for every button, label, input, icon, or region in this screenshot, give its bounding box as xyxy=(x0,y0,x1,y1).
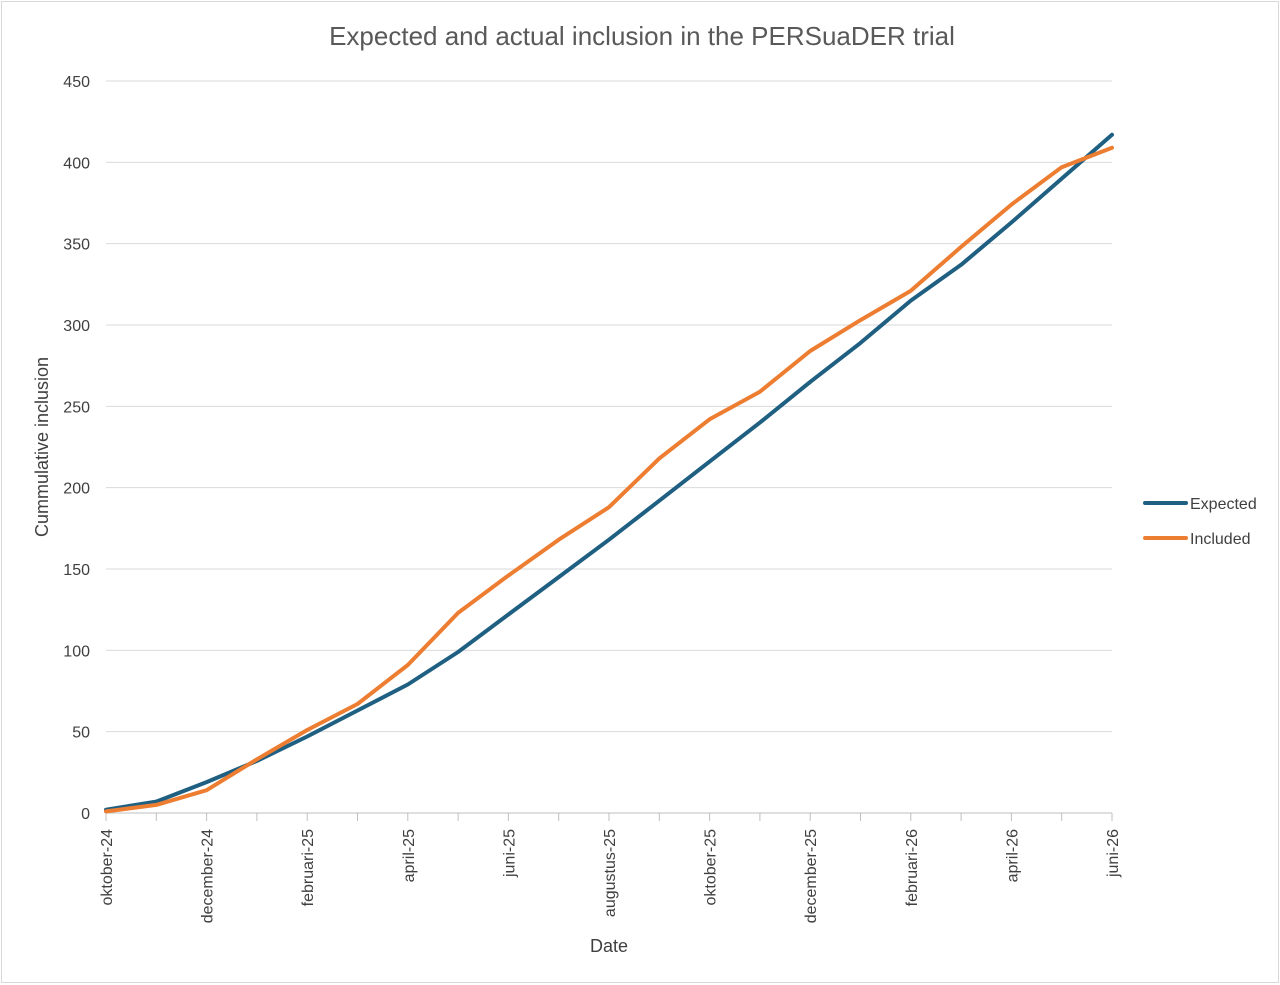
x-tick-label: december-24 xyxy=(200,829,217,923)
x-tick-label: februari-26 xyxy=(904,829,921,906)
y-tick-label: 100 xyxy=(63,643,90,660)
y-axis-ticks: 0 50 100 150 200 250 300 350 400 450 xyxy=(63,74,90,823)
y-tick-label: 150 xyxy=(63,562,90,579)
legend-label-expected: Expected xyxy=(1190,496,1257,513)
y-tick-label: 300 xyxy=(63,318,90,335)
y-tick-label: 200 xyxy=(63,481,90,498)
y-tick-label: 0 xyxy=(81,806,90,823)
y-tick-label: 450 xyxy=(63,74,90,91)
x-tick-label: oktober-24 xyxy=(99,829,116,906)
x-axis-title: Date xyxy=(590,936,628,956)
x-tick-label: juni-25 xyxy=(501,829,518,878)
y-tick-label: 350 xyxy=(63,237,90,254)
legend: Expected Included xyxy=(1145,496,1257,548)
series-lines xyxy=(106,135,1112,812)
x-tick-label: februari-25 xyxy=(300,829,317,906)
y-tick-label: 50 xyxy=(72,725,90,742)
x-tick-label: oktober-25 xyxy=(703,829,720,906)
x-tick-label: juni-26 xyxy=(1105,829,1122,878)
series-line-included xyxy=(106,148,1112,812)
y-tick-label: 250 xyxy=(63,399,90,416)
x-tick-label: december-25 xyxy=(803,829,820,923)
legend-label-included: Included xyxy=(1190,531,1251,548)
gridlines xyxy=(106,81,1112,732)
chart-title: Expected and actual inclusion in the PER… xyxy=(329,21,955,51)
x-tick-label: april-26 xyxy=(1004,829,1021,882)
x-tick-label: april-25 xyxy=(401,829,418,882)
x-axis-ticks: oktober-24 december-24 februari-25 april-25… xyxy=(99,813,1122,923)
y-tick-label: 400 xyxy=(63,155,90,172)
y-axis-title: Cummulative inclusion xyxy=(32,357,52,537)
x-tick-label: augustus-25 xyxy=(602,829,619,917)
series-line-expected xyxy=(106,135,1112,810)
